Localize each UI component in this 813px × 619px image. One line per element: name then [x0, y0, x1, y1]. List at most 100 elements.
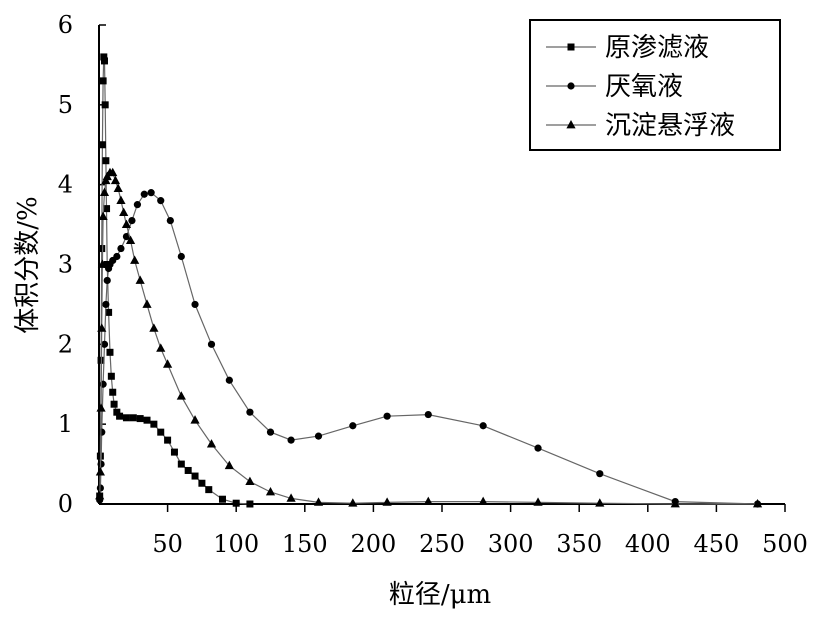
data-point [184, 466, 192, 474]
data-point [166, 216, 174, 225]
y-tick-label: 3 [58, 251, 73, 279]
x-tick-label: 100 [213, 530, 259, 558]
legend-item: 沉淀悬浮液 [546, 111, 735, 141]
data-point [149, 323, 159, 332]
data-point [100, 53, 108, 61]
x-axis-title: 粒径/μm [389, 580, 491, 610]
data-point [113, 252, 121, 261]
legend-label: 沉淀悬浮液 [605, 111, 735, 141]
data-point [100, 340, 109, 348]
series-line [99, 191, 758, 505]
data-point [130, 255, 140, 264]
legend-marker [567, 43, 575, 51]
data-point [218, 495, 226, 503]
data-point [157, 197, 165, 205]
data-point [164, 436, 172, 444]
data-point [101, 101, 109, 109]
data-point [122, 232, 131, 241]
data-point [191, 472, 199, 480]
x-tick-label: 300 [488, 530, 534, 558]
data-point [98, 428, 106, 436]
data-point [383, 412, 391, 420]
y-tick-label: 4 [58, 171, 73, 199]
data-point [205, 486, 213, 494]
y-tick-label: 6 [58, 11, 73, 39]
data-point [207, 340, 216, 348]
data-point [97, 259, 108, 268]
legend-marker [566, 120, 576, 129]
data-point [595, 498, 605, 507]
legend-item: 厌氧液 [546, 72, 683, 102]
x-tick-label: 400 [625, 530, 671, 558]
data-point [99, 77, 107, 85]
y-tick-label: 5 [58, 91, 73, 119]
data-point [98, 211, 108, 220]
y-axis-title: 体积分数/% [13, 196, 43, 333]
axes: 0 1 2 3 4 5 6 50 100 150 200 250 300 350 400 450 500 [58, 11, 808, 558]
data-point [266, 428, 275, 436]
data-point [478, 496, 488, 506]
data-point [177, 460, 185, 468]
y-tick-label: 2 [58, 330, 73, 358]
data-point [116, 195, 126, 205]
series-3 [95, 167, 763, 508]
data-point [125, 235, 136, 244]
series-1 [96, 53, 254, 508]
x-tick-label: 350 [556, 530, 602, 558]
legend-marker [567, 82, 575, 90]
data-point [143, 416, 151, 424]
x-tick-label: 50 [152, 530, 183, 558]
y-tick-label: 1 [58, 410, 73, 438]
data-point [129, 414, 137, 422]
data-point [99, 380, 107, 388]
data-point [423, 496, 433, 506]
y-tick-label: 0 [58, 490, 73, 518]
data-point [287, 436, 295, 444]
data-point [176, 391, 186, 400]
data-point [113, 183, 123, 193]
data-point [105, 308, 113, 316]
data-point [382, 497, 392, 506]
data-point [348, 498, 358, 507]
data-point [103, 276, 111, 285]
data-point [232, 499, 240, 507]
data-point [190, 415, 200, 424]
data-point [596, 470, 604, 478]
x-tick-label: 250 [419, 530, 465, 558]
data-point [224, 460, 234, 470]
legend-label: 厌氧液 [605, 72, 683, 102]
data-point [245, 476, 255, 486]
data-point [97, 323, 107, 332]
data-point [479, 422, 487, 430]
data-point [246, 408, 254, 416]
data-point [157, 428, 165, 436]
series-line [99, 172, 758, 505]
data-point [142, 299, 152, 308]
data-point [752, 499, 763, 508]
data-point [102, 300, 110, 309]
data-point [102, 157, 110, 165]
data-point [96, 403, 106, 412]
data-point [170, 448, 178, 456]
data-point [246, 500, 254, 508]
data-point [119, 207, 129, 217]
data-point [670, 499, 680, 508]
data-point [106, 348, 114, 356]
data-point [225, 376, 233, 384]
data-point [198, 479, 206, 487]
data-point [113, 408, 121, 416]
data-point [533, 497, 543, 506]
data-point [265, 487, 276, 496]
data-point [109, 388, 117, 396]
data-point [117, 244, 125, 253]
x-tick-label: 200 [350, 530, 396, 558]
x-tick-label: 450 [693, 530, 739, 558]
series-2 [96, 189, 762, 508]
x-tick-label: 150 [282, 530, 328, 558]
data-point [110, 400, 118, 408]
data-point [286, 493, 296, 502]
data-point [314, 432, 323, 440]
data-point [534, 444, 542, 452]
data-point [98, 245, 106, 253]
